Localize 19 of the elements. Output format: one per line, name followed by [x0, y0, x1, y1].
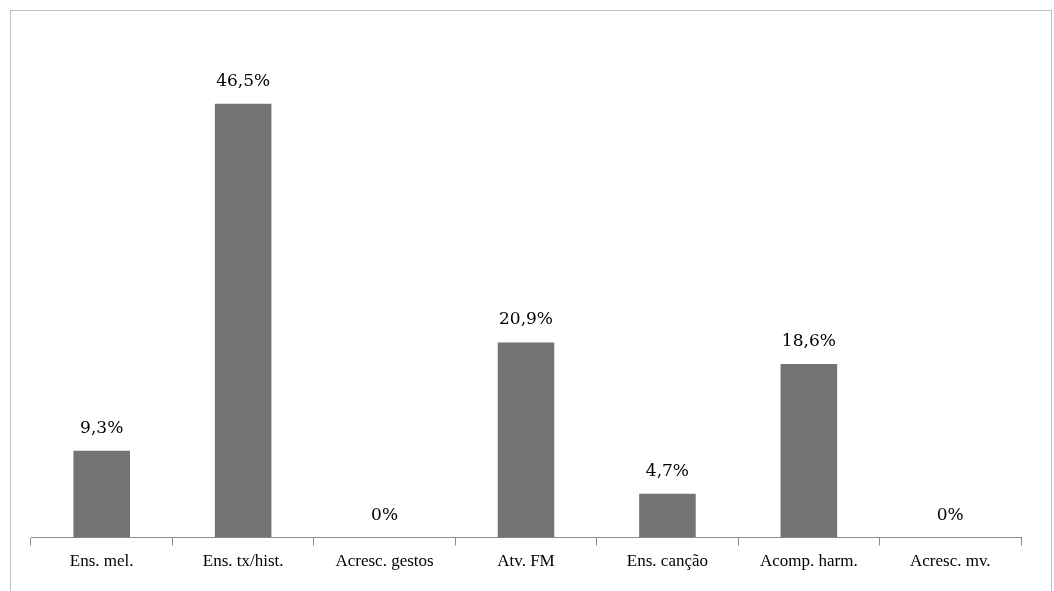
data-label: 0% — [371, 503, 399, 524]
x-tick-label: Atv. FM — [497, 551, 555, 571]
x-tick-label: Acresc. gestos — [335, 551, 434, 571]
x-tick-label: Acomp. harm. — [759, 551, 858, 571]
bar — [214, 103, 272, 538]
x-tick-label: Ens. canção — [626, 551, 709, 571]
data-label: 46,5% — [216, 69, 271, 90]
bar — [639, 493, 696, 538]
data-label: 9,3% — [80, 416, 124, 437]
x-tick-label: Ens. tx/hist. — [202, 551, 284, 571]
data-label: 4,7% — [645, 459, 690, 480]
bar — [780, 364, 838, 538]
bar — [73, 450, 130, 538]
data-label: 18,6% — [781, 329, 836, 350]
x-tick-label: Ens. mel. — [69, 551, 134, 571]
data-label: 20,9% — [498, 308, 554, 329]
x-tick-label: Acresc. mv. — [910, 551, 991, 571]
data-label: 0% — [936, 503, 964, 524]
bar — [497, 342, 555, 538]
